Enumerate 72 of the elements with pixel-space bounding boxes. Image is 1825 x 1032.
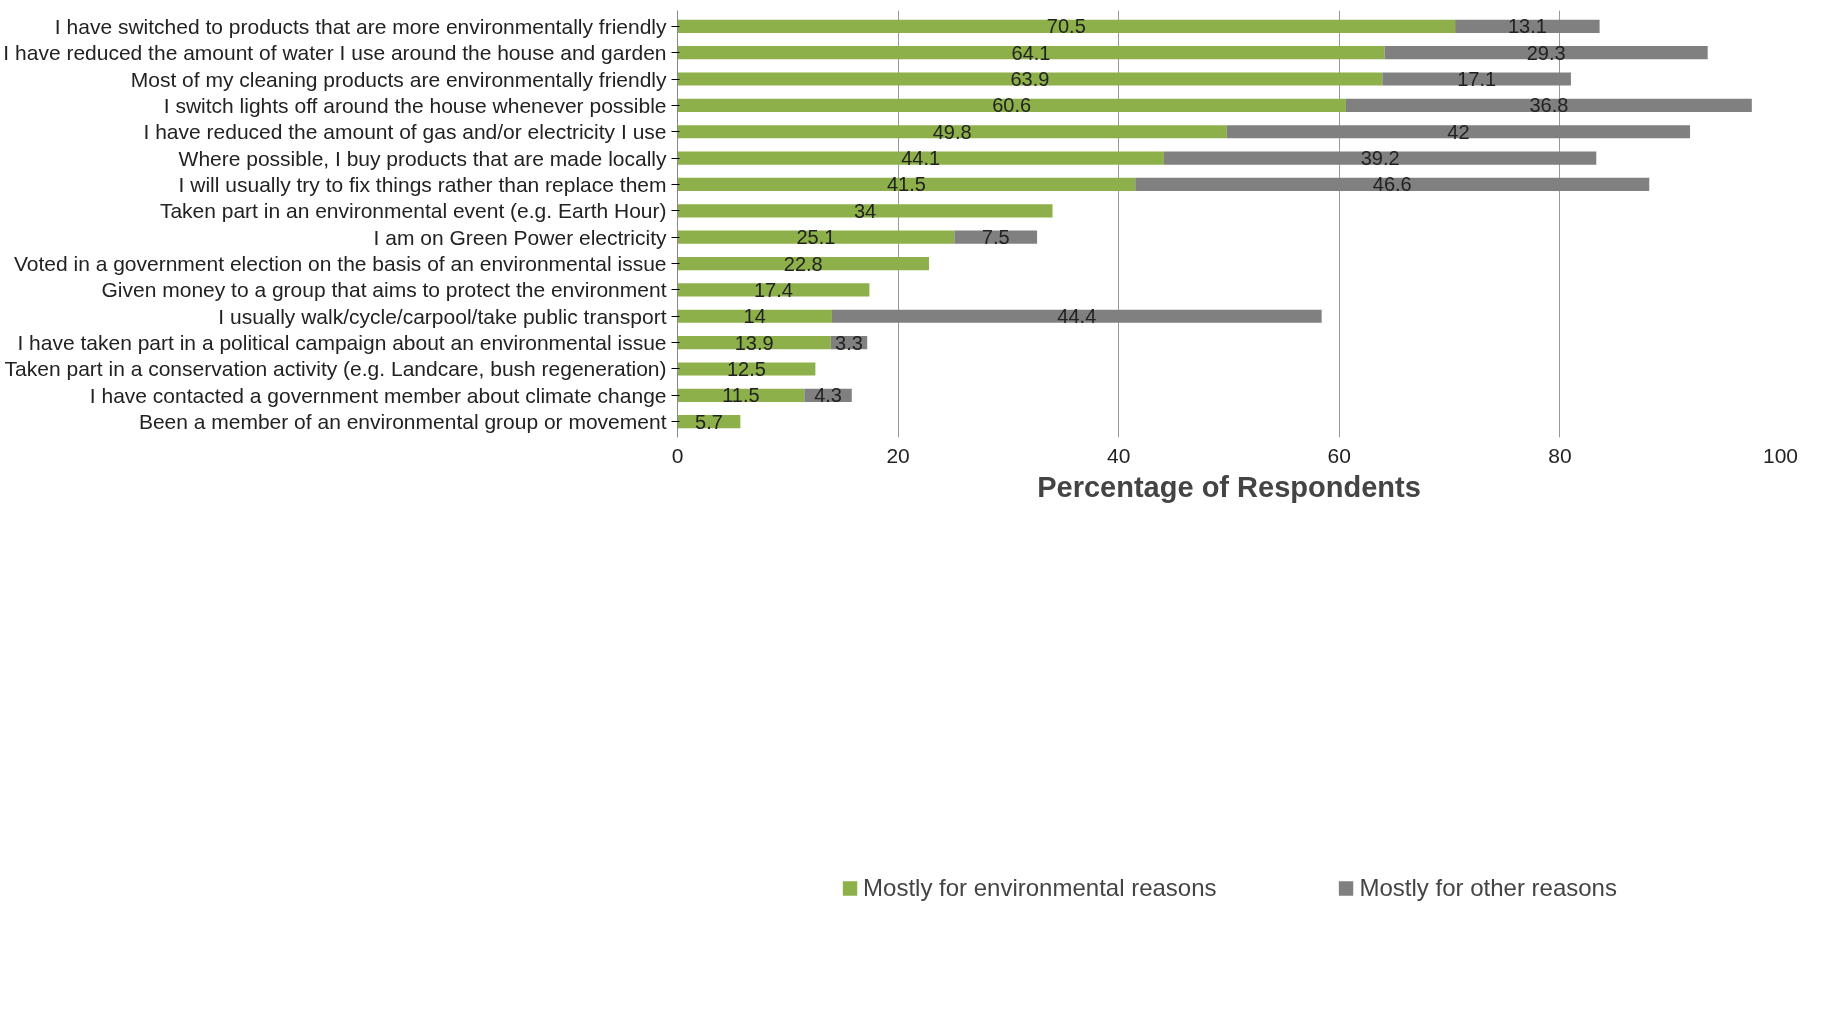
x-tick-label: 60: [1327, 443, 1351, 467]
data-label: 17.4: [754, 278, 793, 301]
bar: [677, 19, 1456, 33]
data-label: 46.6: [1372, 173, 1412, 196]
bar: [1382, 72, 1571, 86]
data-label: 42: [1447, 120, 1470, 143]
data-label: 39.2: [1360, 147, 1400, 170]
y-tick-label: I switch lights off around the house whenever possible: [163, 93, 667, 117]
bar: [677, 309, 832, 323]
x-axis-title: Percentage of Respondents: [1037, 470, 1421, 503]
bar: [677, 98, 1346, 112]
y-tick-label: I have switched to products that are more environmentally friendly: [54, 14, 667, 38]
data-label: 63.9: [1010, 68, 1050, 91]
y-tick-label: Voted in a government election on the basis of an environmental issue: [13, 252, 667, 276]
data-label: 29.3: [1526, 41, 1566, 64]
bar: [677, 72, 1383, 86]
bar: [677, 362, 816, 376]
y-tick-label: I usually walk/cycle/carpool/take public transport: [218, 304, 667, 328]
data-label: 49.8: [932, 120, 972, 143]
y-tick-label: Where possible, I buy products that are made locally: [178, 146, 667, 170]
y-tick-label: I will usually try to fix things rather than replace them: [178, 172, 667, 196]
x-tick-label: 80: [1548, 443, 1572, 467]
y-tick-label: I have contacted a government member about climate change: [89, 383, 667, 407]
x-tick-label: 20: [886, 443, 910, 467]
data-label: 34: [853, 199, 877, 222]
data-label: 13.9: [734, 331, 774, 354]
y-tick-label: I am on Green Power electricity: [373, 225, 667, 249]
bar: [1135, 177, 1650, 192]
data-label: 7.5: [981, 226, 1010, 249]
y-tick-label: I have reduced the amount of gas and/or electricity I use: [143, 120, 667, 144]
legend-label: Mostly for other reasons: [1359, 874, 1617, 902]
bar: [1226, 125, 1691, 139]
bar: [677, 125, 1227, 139]
bar: [677, 283, 870, 297]
bar: [677, 151, 1164, 165]
data-label: 60.6: [992, 94, 1032, 117]
data-label: 22.8: [783, 252, 823, 275]
y-tick-label: Given money to a group that aims to protect the environment: [101, 278, 667, 302]
data-label: 14: [743, 305, 766, 328]
data-label: 13.1: [1507, 15, 1547, 38]
data-label: 36.8: [1529, 94, 1569, 117]
bar: [831, 309, 1322, 323]
data-label: 70.5: [1046, 15, 1086, 38]
data-label: 11.5: [722, 384, 760, 407]
bar: [1384, 46, 1708, 60]
bar: [677, 177, 1136, 192]
data-label: 12.5: [726, 357, 766, 380]
bar: [1163, 151, 1597, 165]
data-label: 25.1: [796, 226, 836, 249]
data-label: 44.4: [1057, 305, 1097, 328]
y-tick-label: Taken part in a conservation activity (e.g. Landcare, bush regeneration): [4, 357, 667, 381]
x-tick-label: 100: [1762, 443, 1799, 467]
data-label: 17.1: [1457, 68, 1497, 91]
bar: [677, 46, 1385, 60]
y-tick-label: Been a member of an environmental group or movement: [138, 410, 667, 434]
x-tick-label: 0: [671, 443, 684, 467]
bar: [1345, 98, 1752, 112]
bar: [677, 204, 1053, 218]
data-label: 44.1: [901, 147, 941, 170]
y-tick-label: I have taken part in a political campaign about an environmental issue: [17, 331, 667, 355]
x-tick-label: 40: [1107, 443, 1131, 467]
bar: [677, 256, 929, 271]
y-tick-label: Most of my cleaning products are environmentally friendly: [130, 67, 667, 91]
legend-label: Mostly for environmental reasons: [863, 874, 1217, 902]
bar: [677, 230, 955, 244]
data-label: 3.3: [835, 331, 863, 354]
data-label: 4.3: [814, 384, 842, 407]
data-label: 64.1: [1011, 41, 1051, 64]
y-tick-label: I have reduced the amount of water I use around the house and garden: [3, 41, 667, 65]
data-label: 41.5: [886, 173, 926, 196]
data-label: 5.7: [695, 410, 723, 433]
y-tick-label: Taken part in an environmental event (e.g. Earth Hour): [159, 199, 667, 223]
